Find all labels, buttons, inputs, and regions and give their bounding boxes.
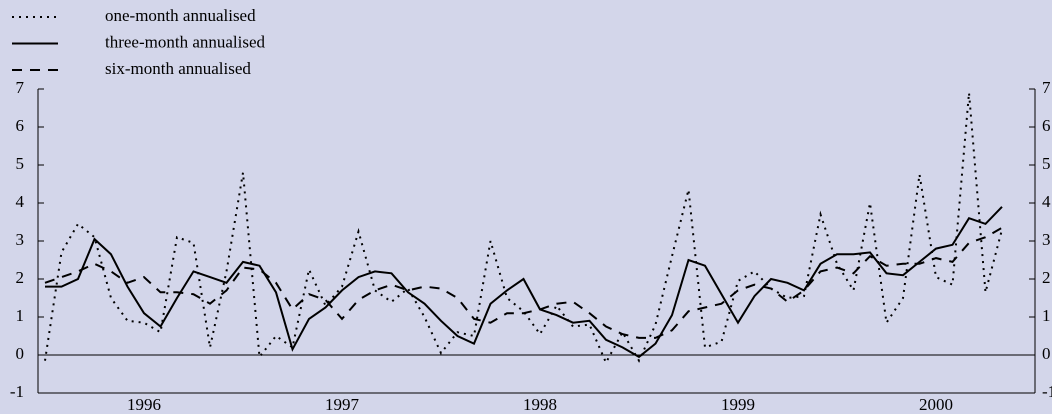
x-tick-label: 1997 (325, 395, 360, 414)
y-tick-label: 0 (16, 344, 25, 363)
y-tick-label: 6 (16, 116, 25, 135)
y-tick-label: 3 (16, 230, 25, 249)
legend-label: three-month annualised (105, 32, 266, 51)
legend-label: one-month annualised (105, 6, 256, 25)
y2-tick-label: 6 (1042, 116, 1051, 135)
x-tick-label: 1999 (721, 395, 755, 414)
y2-tick-label: 7 (1042, 78, 1051, 97)
legend-label: six-month annualised (105, 59, 251, 78)
y-tick-label: 1 (16, 306, 25, 325)
y2-tick-label: 2 (1042, 268, 1051, 287)
y-tick-label: 7 (16, 78, 25, 97)
y2-tick-label: 0 (1042, 344, 1051, 363)
x-tick-label: 1998 (523, 395, 557, 414)
y2-tick-label: 5 (1042, 154, 1051, 173)
y2-tick-label: 1 (1042, 306, 1051, 325)
y2-tick-label: -1 (1042, 382, 1052, 401)
y-tick-label: -1 (10, 382, 24, 401)
series-line (44, 226, 1003, 339)
y-tick-label: 5 (16, 154, 25, 173)
y2-tick-label: 4 (1042, 192, 1051, 211)
x-tick-label: 1996 (127, 395, 161, 414)
y2-tick-label: 3 (1042, 230, 1051, 249)
series-line (45, 206, 1003, 359)
y-tick-label: 4 (16, 192, 25, 211)
y-tick-label: 2 (16, 268, 25, 287)
x-tick-label: 2000 (919, 395, 953, 414)
